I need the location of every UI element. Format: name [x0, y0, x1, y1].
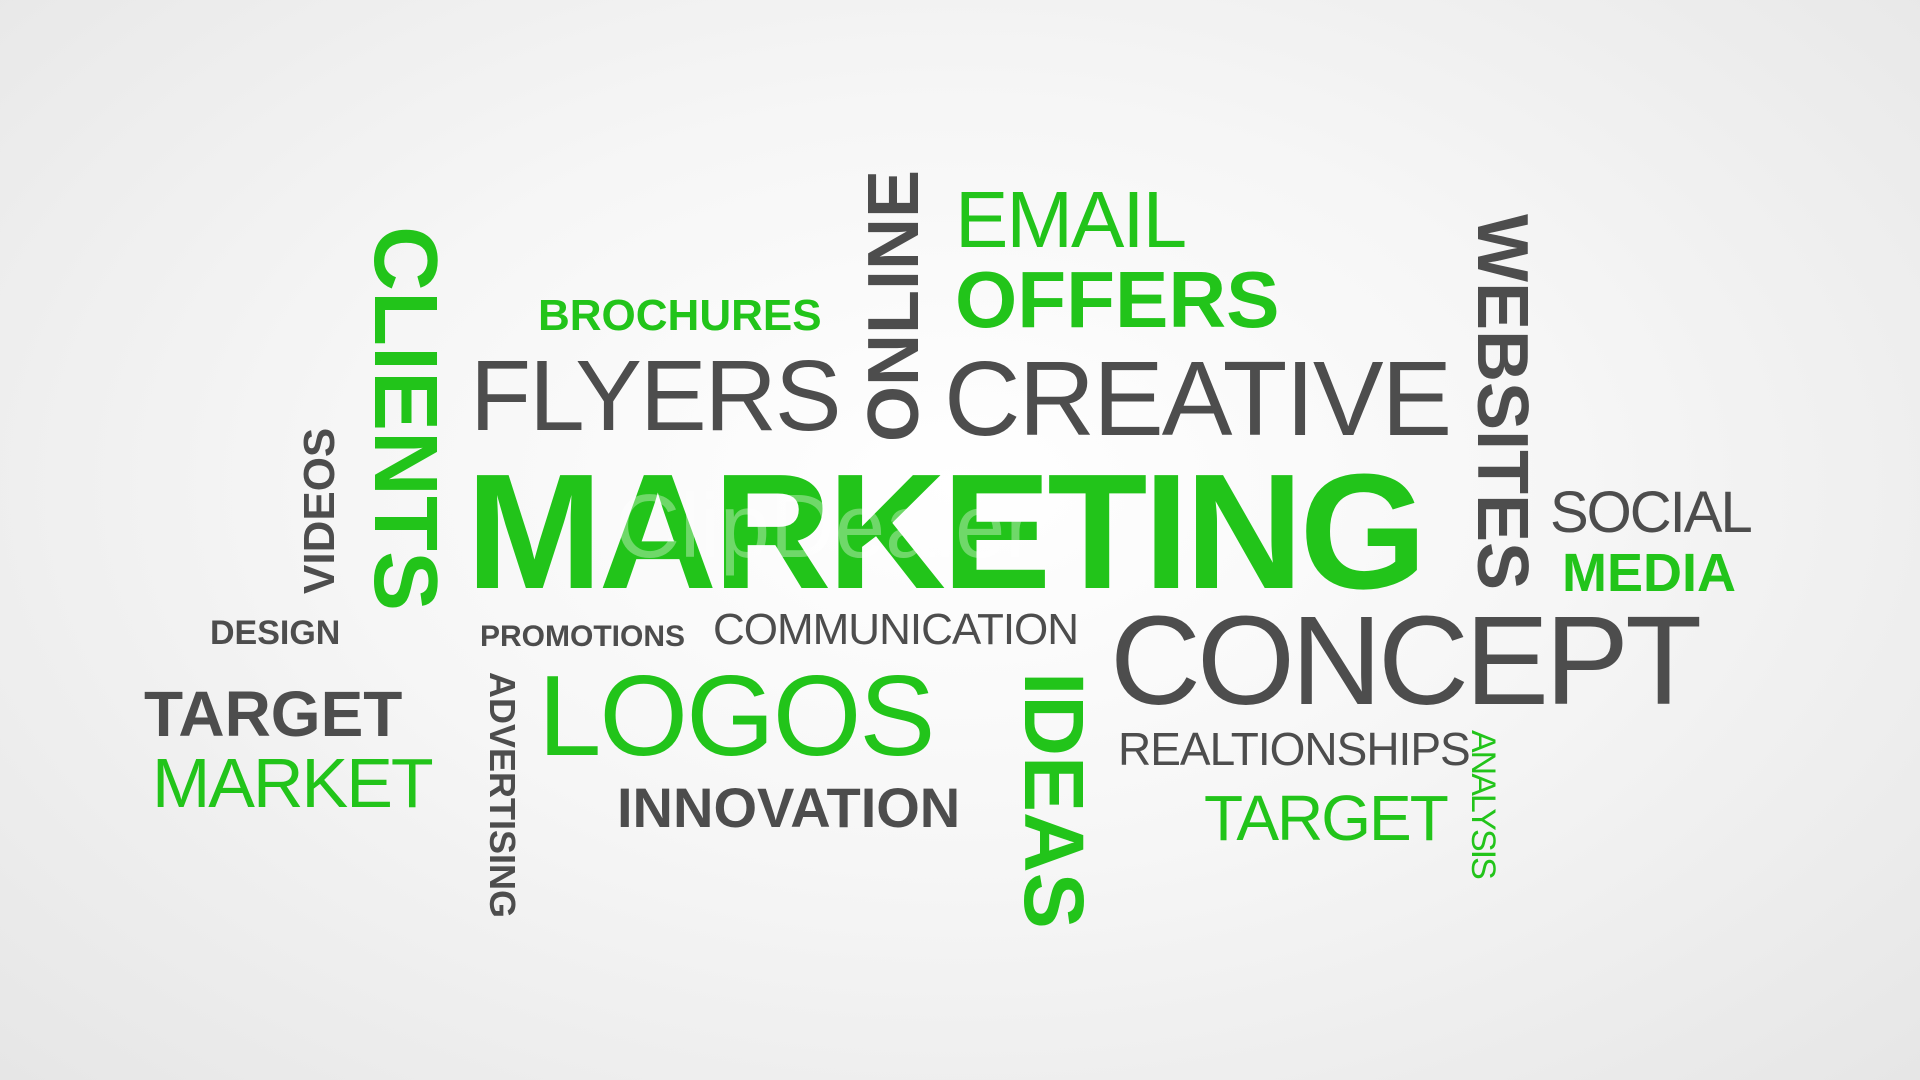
word-brochures: BROCHURES — [538, 291, 822, 340]
word-email: EMAIL — [955, 175, 1187, 264]
word-online: ONLINE — [854, 169, 934, 442]
word-ideas: IDEAS — [1007, 672, 1101, 929]
word-analysis: ANALYSIS — [1464, 730, 1502, 878]
word-flyers: FLYERS — [470, 340, 842, 452]
word-realtionships: REALTIONSHIPS — [1118, 723, 1471, 775]
word-concept: CONCEPT — [1110, 590, 1702, 731]
word-offers: OFFERS — [955, 255, 1280, 344]
word-market: MARKET — [152, 744, 434, 822]
word-social: SOCIAL — [1550, 480, 1753, 545]
word-advertising: ADVERTISING — [482, 672, 523, 919]
word-websites: WEBSITES — [1462, 214, 1542, 591]
word-clients: CLIENTS — [355, 226, 455, 612]
word-media: MEDIA — [1562, 543, 1736, 603]
word-communication: COMMUNICATION — [713, 605, 1079, 654]
word-target-right: TARGET — [1204, 782, 1449, 854]
word-design: DESIGN — [210, 614, 341, 652]
word-logos: LOGOS — [538, 653, 935, 780]
word-videos: VIDEOS — [295, 427, 344, 594]
watermark-logo: ClipDealer — [615, 477, 1036, 577]
word-promotions: PROMOTIONS — [480, 620, 686, 653]
word-creative: CREATIVE — [944, 340, 1452, 458]
word-target-left: TARGET — [144, 678, 403, 750]
word-innovation: INNOVATION — [617, 776, 961, 839]
word-marketing: MARKETING — [466, 440, 1427, 623]
